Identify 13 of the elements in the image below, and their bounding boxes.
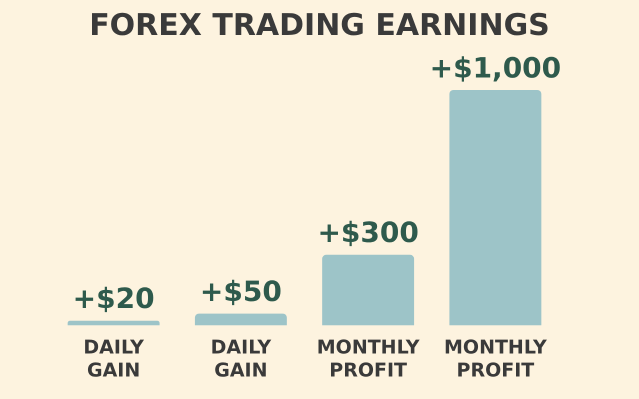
bar xyxy=(322,254,414,326)
data-label: +$300 xyxy=(317,216,419,250)
x-tick-label: MONTHLY PROFIT xyxy=(316,336,420,382)
chart-title: FOREX TRADING EARNINGS xyxy=(88,8,551,43)
data-label: +$1,000 xyxy=(430,51,562,84)
x-tick-label: MONTHLY PROFIT xyxy=(444,336,547,382)
data-label: +$50 xyxy=(200,274,282,308)
bar xyxy=(194,314,287,326)
x-tick-label: DAILY GAIN xyxy=(83,336,144,382)
bar xyxy=(449,90,542,326)
bar xyxy=(68,320,160,326)
x-tick-label: DAILY GAIN xyxy=(210,336,272,382)
data-label: +$20 xyxy=(72,282,155,315)
